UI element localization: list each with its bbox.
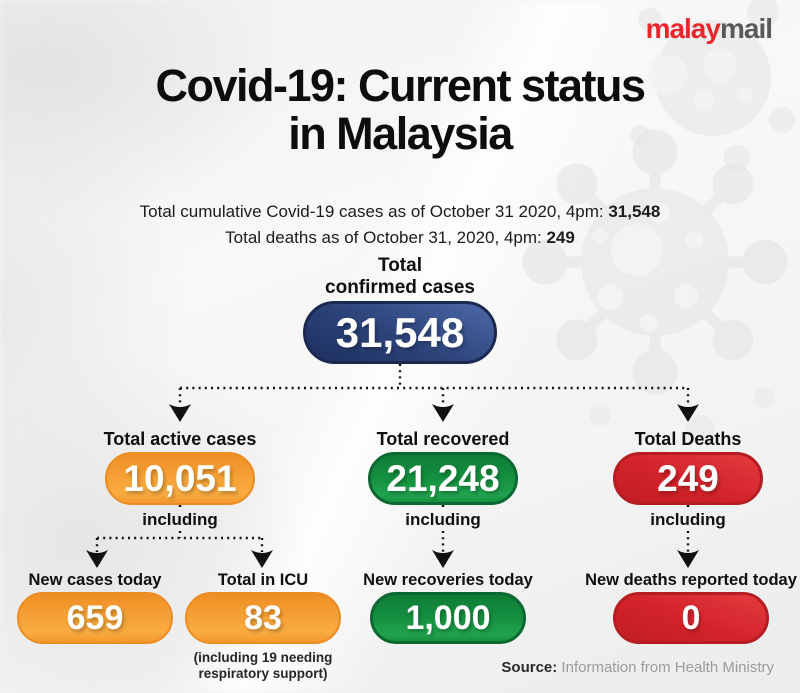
source-label: Source: [501,659,558,676]
intro-line-2-value: 249 [546,228,575,248]
intro-line-2: Total deaths as of October 31, 2020, 4pm… [0,225,800,251]
malaymail-logo: malaymail [645,13,773,45]
source-attribution: Source: Information from Health Ministry [501,659,774,676]
node-label-new-cases-today: New cases today [28,571,162,589]
intro-line-2-label: Total deaths as of October 31, 2020, 4pm… [225,228,547,248]
pill-new-deaths-today: 0 [613,592,769,644]
page-title: Covid-19: Current status in Malaysia [0,60,800,160]
pill-new-recoveries-today: 1,000 [370,592,526,644]
confirmed-cases-value: 31,548 [335,308,465,356]
confirmed-label-line-1: Total [378,255,422,276]
node-label-total-in-icu: Total in ICU [217,571,309,589]
icu-footnote-line-1: (including 19 needing [193,650,333,665]
pill-confirmed-cases: 31,548 [303,301,497,364]
pill-recovered: 21,248 [368,452,518,505]
recovered-value: 21,248 [386,457,500,499]
node-label-recovered: Total recovered [376,429,510,449]
total-in-icu-value: 83 [244,598,282,637]
pill-total-in-icu: 83 [185,592,341,644]
new-recoveries-today-value: 1,000 [405,598,491,637]
title-line-1: Covid-19: Current status [155,60,646,111]
intro-line-1-label: Total cumulative Covid-19 cases as of Oc… [139,202,609,221]
icu-footnote-line-2: respiratory support) [198,666,328,682]
new-deaths-today-value: 0 [681,598,701,637]
connector-label-including-recovered: including [405,510,481,529]
intro-line-1: Total cumulative Covid-19 cases as of Oc… [0,199,800,225]
node-label-new-deaths-today: New deaths reported today [585,571,797,589]
intro-line-1-value: 31,548 [608,202,661,221]
confirmed-label-line-2: confirmed cases [325,276,475,298]
node-label-active-cases: Total active cases [103,429,257,449]
icu-footnote: (including 19 needing respiratory support… [163,650,363,682]
node-label-confirmed-cases: Total confirmed cases [300,255,500,299]
pill-deaths: 249 [613,452,763,505]
connector-label-including-active: including [142,510,218,529]
logo-text-mail: mail [719,13,773,44]
pill-active-cases: 10,051 [105,452,255,505]
intro-summary: Total cumulative Covid-19 cases as of Oc… [0,199,800,252]
node-label-new-recoveries-today: New recoveries today [363,571,533,589]
deaths-value: 249 [657,457,719,499]
source-text: Information from Health Ministry [557,659,774,676]
node-label-deaths: Total Deaths [634,429,742,449]
title-line-2: in Malaysia [288,108,513,160]
new-cases-today-value: 659 [66,598,124,637]
connector-label-including-deaths: including [650,510,726,529]
pill-new-cases-today: 659 [17,592,173,644]
logo-text-malay: malay [645,13,721,44]
active-cases-value: 10,051 [123,457,237,499]
